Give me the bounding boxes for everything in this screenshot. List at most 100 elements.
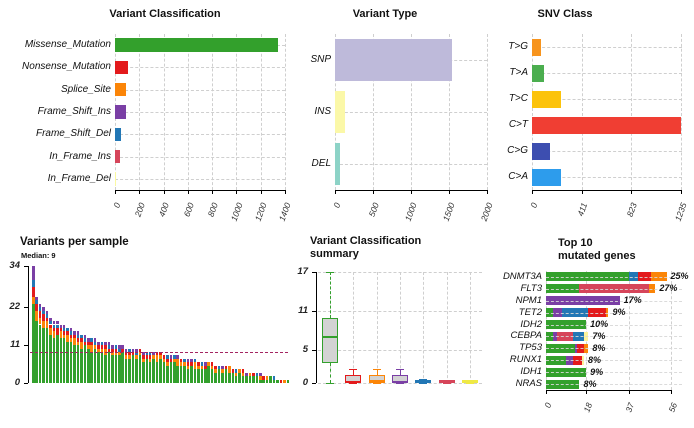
bar-segment bbox=[152, 352, 155, 356]
percent-label: 10% bbox=[590, 319, 609, 330]
bar-segment bbox=[255, 376, 259, 383]
axis-tick-label: 0 bbox=[302, 377, 308, 388]
bar-segment bbox=[38, 317, 42, 325]
bar-segment bbox=[111, 355, 114, 383]
bar-segment bbox=[186, 358, 190, 363]
boxplot-box bbox=[321, 317, 338, 364]
bar-segment bbox=[76, 341, 80, 346]
bar bbox=[532, 64, 544, 82]
bar-segment bbox=[183, 358, 186, 363]
bar-segment bbox=[69, 338, 73, 342]
grid-line bbox=[353, 272, 355, 383]
axis-tick bbox=[586, 390, 588, 394]
bar-segment bbox=[262, 379, 265, 383]
bar-segment bbox=[138, 352, 142, 356]
bar-segment bbox=[73, 334, 76, 339]
grid-line bbox=[671, 271, 672, 390]
bar-segment bbox=[45, 314, 49, 318]
bar-segment bbox=[148, 358, 152, 363]
bar-segment bbox=[197, 369, 200, 383]
axis-line bbox=[532, 190, 682, 191]
percent-label: 17% bbox=[623, 295, 642, 306]
axis-tick bbox=[681, 190, 682, 194]
grid-line bbox=[532, 177, 682, 178]
category-label: SNP bbox=[310, 54, 331, 65]
bar-segment bbox=[207, 365, 210, 383]
bar-segment bbox=[152, 358, 155, 383]
bar-segment bbox=[272, 379, 276, 383]
bar-segment bbox=[169, 355, 173, 359]
bar-segment bbox=[114, 348, 118, 353]
grid-line bbox=[376, 368, 378, 376]
bar-segment bbox=[42, 307, 45, 311]
axis-tick bbox=[312, 350, 316, 352]
grid-line bbox=[532, 151, 682, 152]
axis-tick bbox=[24, 345, 28, 347]
grid-line bbox=[400, 272, 401, 383]
axis-tick bbox=[115, 190, 116, 194]
whisker-cap bbox=[396, 368, 404, 370]
bar-segment bbox=[100, 341, 104, 346]
axis-tick bbox=[139, 190, 141, 194]
grid-line bbox=[586, 271, 588, 390]
bar-segment bbox=[59, 324, 63, 328]
bar-segment bbox=[142, 358, 145, 363]
grid-line bbox=[581, 34, 583, 190]
bar-segment bbox=[121, 348, 124, 353]
grid-line bbox=[546, 288, 682, 290]
bar bbox=[115, 82, 127, 97]
bar-segment bbox=[224, 365, 228, 370]
bar-segment bbox=[42, 321, 45, 328]
grid-line bbox=[115, 178, 285, 180]
bar-segment bbox=[93, 348, 97, 383]
bar-segment bbox=[56, 324, 59, 328]
axis-tick bbox=[373, 190, 374, 194]
bar-segment bbox=[52, 324, 56, 328]
bar-segment bbox=[45, 321, 49, 328]
bar-segment bbox=[155, 352, 159, 356]
bar-segment bbox=[118, 355, 121, 383]
bar-segment bbox=[186, 369, 190, 383]
bar-segment bbox=[111, 352, 114, 356]
bar-segment bbox=[45, 310, 49, 315]
bar-segment bbox=[166, 365, 169, 383]
bar-segment bbox=[176, 355, 179, 359]
bar-segment bbox=[66, 331, 69, 335]
bar-segment bbox=[217, 369, 221, 383]
bar-segment bbox=[111, 348, 114, 353]
bar-segment bbox=[241, 369, 245, 373]
bar-segment bbox=[69, 327, 73, 332]
bar-segment bbox=[93, 345, 97, 349]
bar-segment bbox=[52, 338, 56, 383]
bar-segment bbox=[152, 355, 155, 359]
bar-segment bbox=[32, 296, 35, 304]
bar bbox=[532, 38, 541, 56]
grid-line bbox=[400, 368, 401, 375]
bar-segment bbox=[62, 324, 66, 328]
bar-segment bbox=[169, 362, 173, 383]
bar-segment bbox=[66, 341, 69, 383]
category-label: INS bbox=[314, 106, 331, 117]
axis-tick-label: 11 bbox=[298, 305, 308, 317]
bar-segment bbox=[176, 358, 179, 366]
bar-segment bbox=[197, 362, 200, 366]
snv-class-title: SNV Class bbox=[537, 8, 593, 20]
bar-segment bbox=[155, 362, 159, 383]
whisker-cap bbox=[419, 383, 428, 384]
bar-segment bbox=[32, 279, 35, 287]
bar-segment bbox=[138, 355, 142, 383]
bar-segment bbox=[276, 379, 279, 383]
bar-segment bbox=[221, 369, 224, 373]
bar-segment bbox=[42, 310, 45, 315]
bar-segment bbox=[179, 362, 183, 366]
bar-segment bbox=[214, 369, 217, 373]
axis-tick bbox=[546, 390, 547, 394]
bar-segment bbox=[114, 352, 118, 356]
gene-label: TP53 bbox=[519, 342, 542, 354]
bar-segment bbox=[35, 310, 38, 322]
bar bbox=[335, 143, 340, 185]
bar-segment bbox=[114, 355, 118, 383]
grid-line bbox=[532, 99, 682, 100]
bar-segment bbox=[135, 355, 138, 359]
bar-segment bbox=[241, 376, 245, 383]
